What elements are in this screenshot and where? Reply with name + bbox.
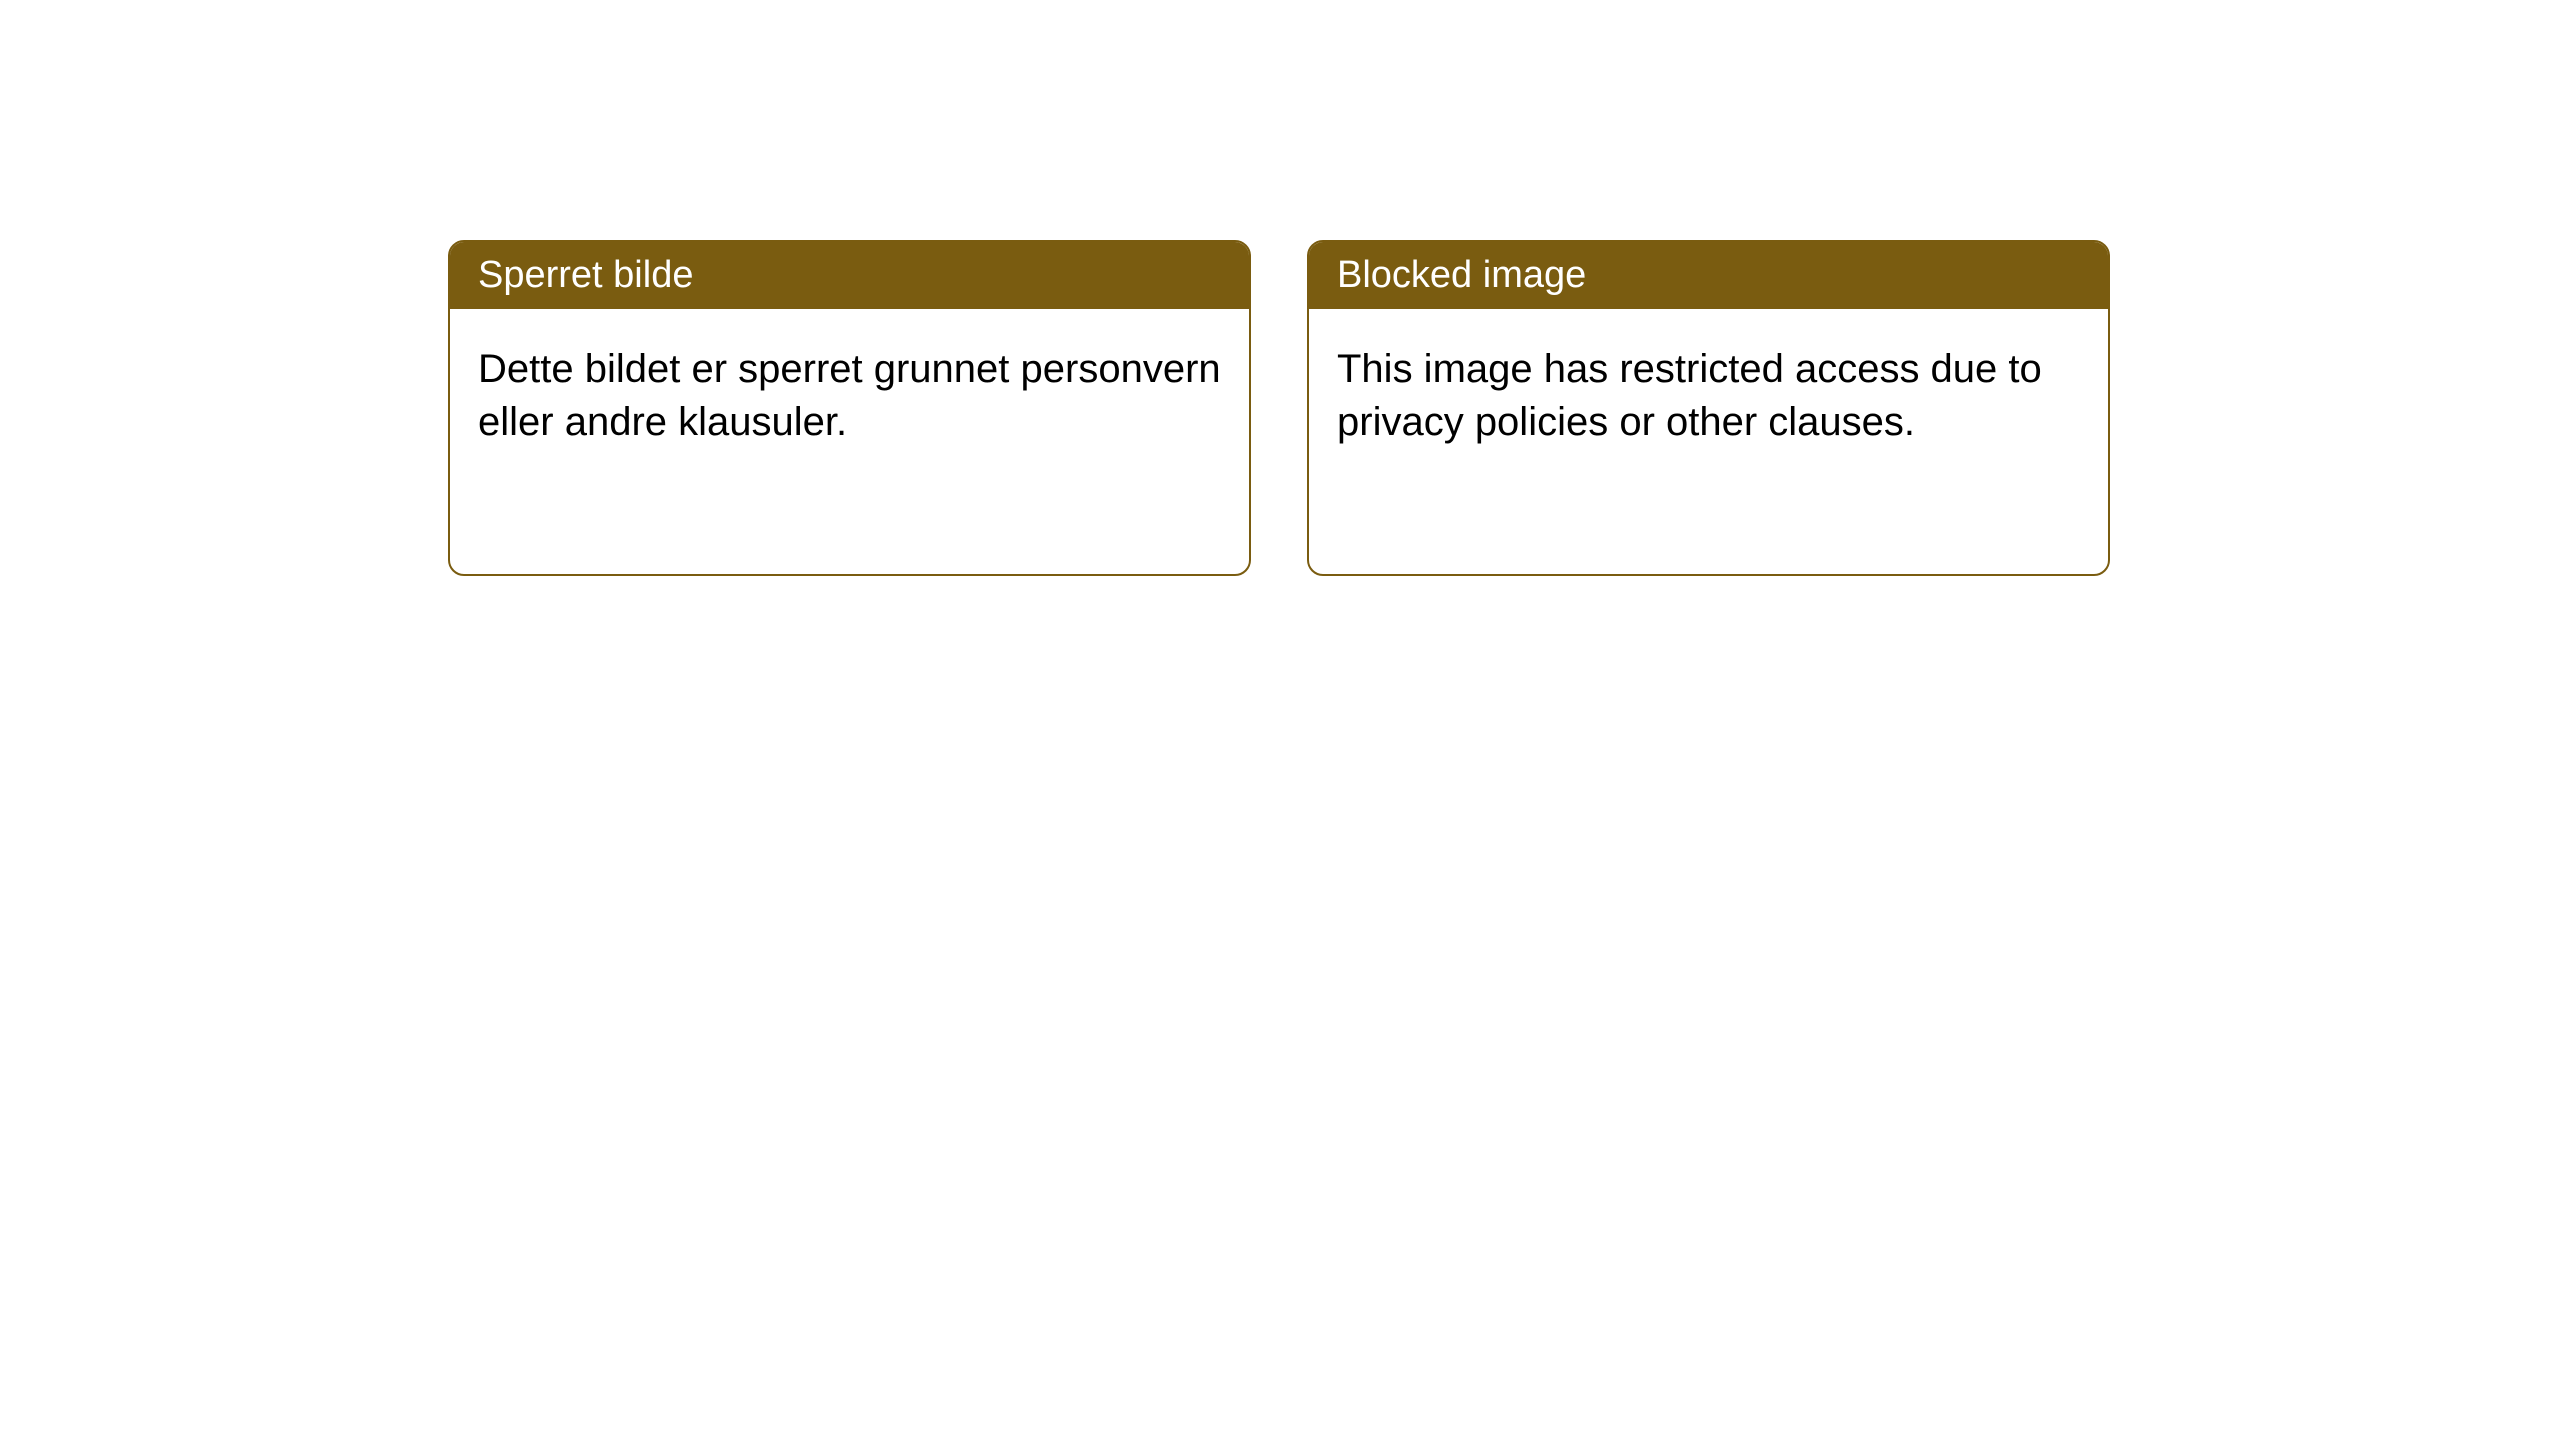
card-header: Sperret bilde (450, 242, 1249, 309)
notice-card-english: Blocked image This image has restricted … (1307, 240, 2110, 576)
notice-card-norwegian: Sperret bilde Dette bildet er sperret gr… (448, 240, 1251, 576)
card-body-text: Dette bildet er sperret grunnet personve… (478, 347, 1221, 444)
card-body: Dette bildet er sperret grunnet personve… (450, 309, 1249, 483)
notice-cards-container: Sperret bilde Dette bildet er sperret gr… (448, 240, 2110, 576)
card-body: This image has restricted access due to … (1309, 309, 2108, 483)
card-body-text: This image has restricted access due to … (1337, 347, 2042, 444)
card-title: Blocked image (1337, 254, 1586, 296)
card-title: Sperret bilde (478, 254, 693, 296)
card-header: Blocked image (1309, 242, 2108, 309)
